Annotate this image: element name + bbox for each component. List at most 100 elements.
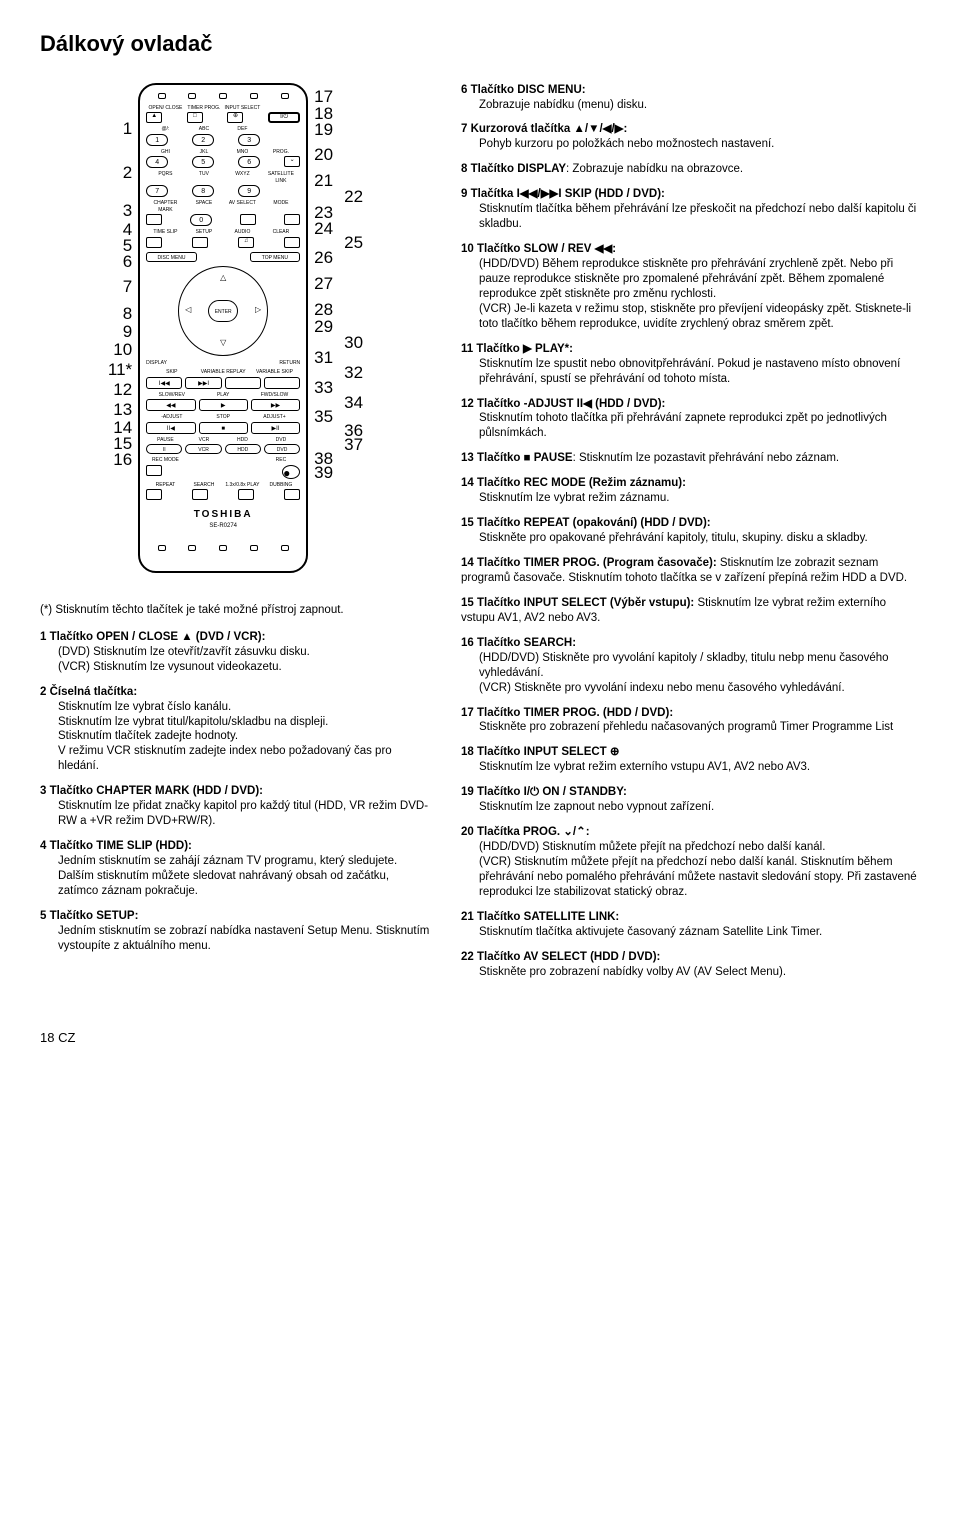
number-btn[interactable]: 3 <box>238 134 260 146</box>
btn-label: MNO <box>223 149 262 156</box>
transport-btn[interactable]: II◀ <box>146 422 195 434</box>
media-btn[interactable]: HDD <box>225 444 261 454</box>
number-btn[interactable]: 7 <box>146 185 168 197</box>
row-btn[interactable] <box>284 214 300 225</box>
top-btn[interactable]: ⊕ <box>227 112 243 123</box>
callouts-right: 1718192021222324252627282930313233343536… <box>314 83 363 481</box>
row-btn[interactable] <box>146 214 162 225</box>
btn-label: FWD/SLOW <box>249 392 300 399</box>
audio-btn[interactable]: ♫ <box>238 237 254 248</box>
item-body: : Stisknutím lze pozastavit přehrávání n… <box>573 452 840 464</box>
item-title: Tlačítko TIMER PROG. (HDD / DVD): <box>477 707 673 719</box>
row-btn[interactable] <box>240 214 256 225</box>
btn-label: TIME SLIP <box>146 229 185 236</box>
btn-label: INPUT SELECT <box>223 105 262 112</box>
btn-label: TIMER PROG. <box>185 105 224 112</box>
media-btn[interactable]: II <box>146 444 182 454</box>
ir-dot <box>188 545 196 551</box>
top-btn[interactable]: ▲ <box>146 112 162 123</box>
callout-row: 20 <box>314 139 363 173</box>
item-title: Tlačítko DISPLAY <box>471 163 566 175</box>
top-btn[interactable]: I/⏻ <box>268 112 300 123</box>
nav-right-icon[interactable]: ▷ <box>255 305 261 315</box>
item-body: Stisknutím lze přidat značky kapitol pro… <box>58 799 431 829</box>
item-number: 9 <box>461 188 471 200</box>
description-item: 1 Tlačítko OPEN / CLOSE ▲ (DVD / VCR): (D… <box>40 630 431 675</box>
nav-left-icon[interactable]: ◁ <box>185 305 191 315</box>
item-title: Tlačítko TIME SLIP (HDD): <box>50 840 192 852</box>
dubbing-btn[interactable] <box>284 489 300 500</box>
timeslip-btn[interactable] <box>146 237 162 248</box>
number-btn[interactable]: 2 <box>192 134 214 146</box>
clear-btn[interactable] <box>284 237 300 248</box>
btn-label <box>223 457 262 464</box>
rec-btn[interactable]: ● <box>282 465 300 479</box>
item-body: (HDD/DVD) Stisknutím můžete přejít na př… <box>479 840 920 900</box>
item-number: 18 <box>461 746 477 758</box>
nav-circle[interactable]: △ ▽ ◁ ▷ ENTER <box>178 266 268 356</box>
transport-btn[interactable]: ▶II <box>251 422 300 434</box>
number-btn[interactable]: 5 <box>192 156 214 168</box>
number-btn[interactable]: 6 <box>238 156 260 168</box>
transport-btn[interactable]: ■ <box>199 422 248 434</box>
item-title: Tlačítko OPEN / CLOSE ▲ (DVD / VCR): <box>50 631 266 643</box>
item-number: 1 <box>40 631 50 643</box>
var-skip-label: VARIABLE SKIP <box>249 369 300 376</box>
number-btn[interactable]: 8 <box>192 185 214 197</box>
btn-label: STOP <box>198 414 249 421</box>
btn-label: ADJUST+ <box>249 414 300 421</box>
item-body: Stisknutím lze spustit nebo obnovitpřehr… <box>479 357 920 387</box>
callout-number: 20 <box>314 146 338 165</box>
media-btn[interactable]: VCR <box>185 444 221 454</box>
description-item: 22 Tlačítko AV SELECT (HDD / DVD):Stiskn… <box>461 950 920 980</box>
transport-btn[interactable]: ▶ <box>199 399 248 411</box>
btn-label: AV SELECT <box>223 200 262 213</box>
transport-btn[interactable]: ▶▶ <box>251 399 300 411</box>
nav-up-icon[interactable]: △ <box>220 273 226 283</box>
item-number: 16 <box>461 637 477 649</box>
item-title: Tlačítko REPEAT (opakování) (HDD / DVD): <box>477 517 711 529</box>
item-number: 12 <box>461 398 477 410</box>
pqrs-labels: PQRSTUVWXYZSATELLITE LINK <box>146 171 300 184</box>
skip-btn[interactable]: I◀◀ <box>146 377 182 389</box>
skip-btn[interactable]: ▶▶I <box>185 377 221 389</box>
nav-down-icon[interactable]: ▽ <box>220 338 226 348</box>
item-title: Tlačítko AV SELECT (HDD / DVD): <box>477 951 660 963</box>
right-items-list: 6 Tlačítko DISC MENU:Zobrazuje nabídku (… <box>461 83 920 980</box>
speed-btn[interactable] <box>238 489 254 500</box>
footnote: (*) Stisknutím těchto tlačítek je také m… <box>40 603 431 618</box>
row-btn[interactable]: 0 <box>190 214 212 226</box>
var-btn[interactable] <box>225 377 261 389</box>
remote-body: OPEN/ CLOSETIMER PROG.INPUT SELECT ▲□⊕I/… <box>138 83 308 573</box>
callout-number: 12 <box>108 381 132 401</box>
item-body: (DVD) Stisknutím lze otevřít/zavřít zásu… <box>58 645 431 675</box>
var-btn[interactable] <box>264 377 300 389</box>
search-btn[interactable] <box>192 489 208 500</box>
ir-row-top <box>146 93 300 99</box>
number-btn[interactable]: 4 <box>146 156 168 168</box>
btn-label: @/: <box>146 126 185 133</box>
item-number: 22 <box>461 951 477 963</box>
item-body: Stisknutím lze vybrat režim externího vs… <box>479 760 920 775</box>
recmode-btn[interactable] <box>146 465 162 476</box>
enter-btn[interactable]: ENTER <box>208 300 238 322</box>
description-item: 4 Tlačítko TIME SLIP (HDD):Jedním stiskn… <box>40 839 431 899</box>
transport-btn[interactable]: ◀◀ <box>146 399 195 411</box>
callout-number: 29 <box>314 318 338 337</box>
top-menu-btn[interactable]: TOP MENU <box>250 252 301 262</box>
number-btn[interactable]: 1 <box>146 134 168 146</box>
btn-label: HDD <box>223 437 262 444</box>
btn-label <box>262 126 301 133</box>
extra-btn[interactable]: ⌄ <box>284 156 300 167</box>
disc-menu-btn[interactable]: DISC MENU <box>146 252 197 262</box>
item-body: Stiskněte pro zobrazení přehledu načasov… <box>479 720 920 735</box>
callout-row: 28 <box>314 303 363 319</box>
number-btn[interactable]: 9 <box>238 185 260 197</box>
media-btn[interactable]: DVD <box>264 444 300 454</box>
top-btn[interactable]: □ <box>187 112 203 123</box>
setup-btn[interactable] <box>192 237 208 248</box>
description-item: 10 Tlačítko SLOW / REV ◀◀:(HDD/DVD) Běhe… <box>461 242 920 332</box>
repeat-btn[interactable] <box>146 489 162 500</box>
description-item: 15 Tlačítko REPEAT (opakování) (HDD / DV… <box>461 516 920 546</box>
callout-number: 31 <box>314 349 338 368</box>
